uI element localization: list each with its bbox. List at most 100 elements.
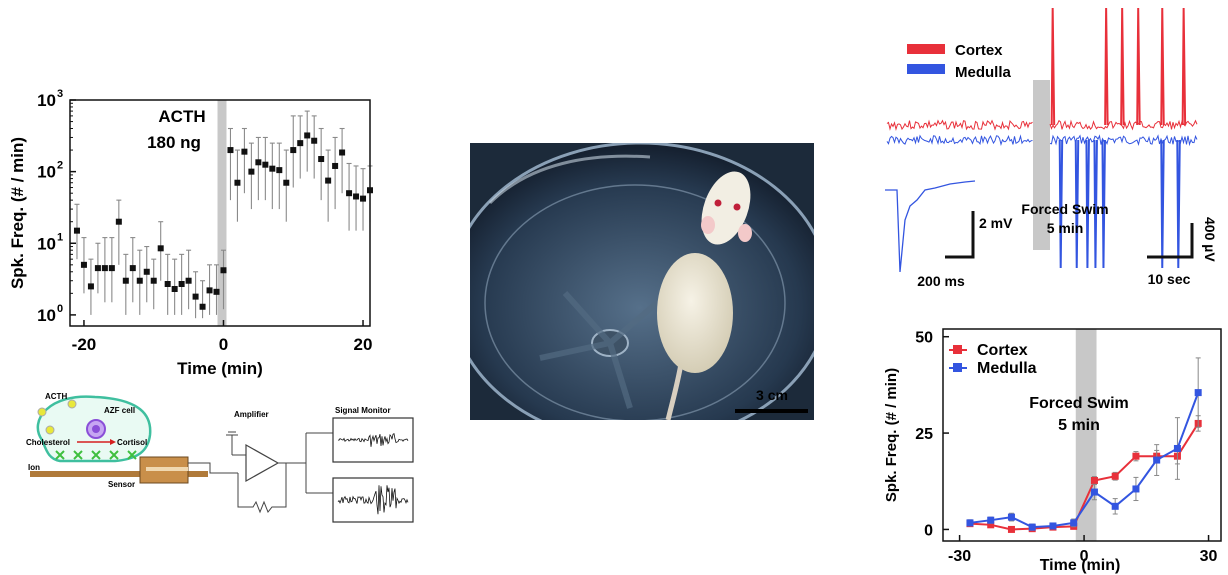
data-point-cortex [1090, 476, 1098, 484]
acth-label: ACTH [45, 392, 67, 401]
cortex-spike [1104, 7, 1109, 126]
ion-channel [55, 450, 65, 460]
recording-traces: Cortex Medulla 2 mV 200 ms Forced Swim 5… [885, 7, 1218, 289]
amplifier-symbol [245, 443, 280, 483]
medulla-spike [1058, 139, 1064, 269]
forced-swim-label-line2: 5 min [1047, 220, 1084, 236]
x-tick-label: -20 [72, 335, 97, 354]
data-point-medulla [1090, 488, 1098, 496]
legend-label-medulla: Medulla [955, 64, 1011, 81]
cortex-baseline [886, 119, 1033, 132]
data-point-medulla [966, 519, 974, 527]
acth-annotation-line1: ACTH [158, 107, 205, 126]
rat-ear [738, 224, 752, 242]
medulla-spike [1085, 139, 1090, 269]
data-point-medulla [1070, 519, 1078, 527]
y-tick-label: 10 [37, 163, 56, 182]
forced-swim-shaded-interval [1075, 329, 1097, 541]
scale-bar-label: 3 cm [756, 387, 788, 403]
trace-line [337, 433, 409, 447]
data-point-medulla [1049, 522, 1057, 530]
acth-molecule [67, 399, 77, 409]
data-point [283, 179, 290, 186]
data-point-cortex [987, 521, 995, 529]
data-point [234, 179, 241, 186]
data-point [150, 277, 157, 284]
cortex-spike [1050, 7, 1056, 126]
data-point [290, 147, 297, 154]
data-point [339, 149, 346, 156]
data-point [346, 190, 353, 197]
acth-annotation-line2: 180 ng [147, 133, 201, 152]
data-point-medulla [1132, 485, 1140, 493]
y-tick-exponent: 1 [57, 231, 63, 243]
x-tick-label: 20 [354, 335, 373, 354]
monitor-trace-bottom [337, 485, 409, 515]
data-point [269, 165, 276, 172]
data-point [311, 137, 318, 144]
x-tick-label: 0 [219, 335, 228, 354]
medulla-baseline [1049, 134, 1198, 147]
conversion-arrow-head [110, 439, 116, 445]
medulla-baseline [886, 134, 1033, 146]
medulla-spike [1101, 139, 1106, 269]
feedback-loop [237, 463, 287, 514]
x-tick-label: 30 [1200, 548, 1218, 565]
forced-swim-y-ticks: 0 25 50 [915, 330, 949, 539]
signal-monitor-label: Signal Monitor [335, 406, 391, 415]
acth-y-axis-label: Spk. Freq. (# / min) [8, 137, 27, 289]
cortex-spike [1136, 7, 1141, 126]
data-point-medulla [1007, 513, 1015, 521]
data-point [157, 245, 164, 252]
data-point [115, 218, 122, 225]
y-tick-label: 10 [37, 306, 56, 325]
trace-line [337, 485, 409, 515]
data-point [80, 261, 87, 268]
data-point [185, 277, 192, 284]
x-tick-label: 0 [1080, 548, 1089, 565]
legend-swatch-cortex [907, 44, 945, 54]
rat-eye [733, 203, 741, 211]
data-point [164, 281, 171, 288]
data-point [143, 268, 150, 275]
data-point [178, 281, 185, 288]
data-point [241, 148, 248, 155]
data-point-medulla [987, 516, 995, 524]
data-point [73, 227, 80, 234]
data-point [325, 177, 332, 184]
amplifier-label: Amplifier [234, 410, 269, 419]
ion-label: Ion [28, 463, 40, 472]
legend-label-cortex: Cortex [955, 42, 1003, 59]
cortex-spike [1160, 7, 1165, 126]
data-point [136, 277, 143, 284]
data-point [87, 283, 94, 290]
main-scale-bar [1147, 223, 1194, 259]
forced-swim-annotation-line2: 5 min [1058, 417, 1100, 434]
data-point-medulla [1194, 389, 1202, 397]
rat-ear [701, 216, 715, 234]
data-point [353, 193, 360, 200]
legend-swatch-medulla [907, 64, 945, 74]
sensor-wire [188, 462, 238, 474]
data-point-cortex [1132, 452, 1140, 460]
ion-channel [91, 450, 101, 460]
data-point-medulla [1153, 456, 1161, 464]
water-glare [488, 154, 651, 205]
data-point [276, 167, 283, 174]
data-point [213, 288, 220, 295]
y-tick-exponent: 0 [57, 303, 63, 315]
ion-channels [55, 450, 137, 460]
sensor-substrate [30, 471, 208, 477]
data-point [192, 293, 199, 300]
sensor-label: Sensor [108, 480, 135, 489]
ion-channel [73, 450, 83, 460]
nucleus-core [92, 425, 100, 433]
cholesterol-label: Cholesterol [26, 438, 70, 447]
data-point [360, 195, 367, 202]
inset-scale-bar [945, 211, 975, 259]
medulla-spike [1160, 139, 1165, 269]
cortex-spike [1181, 7, 1187, 126]
data-point [199, 303, 206, 310]
